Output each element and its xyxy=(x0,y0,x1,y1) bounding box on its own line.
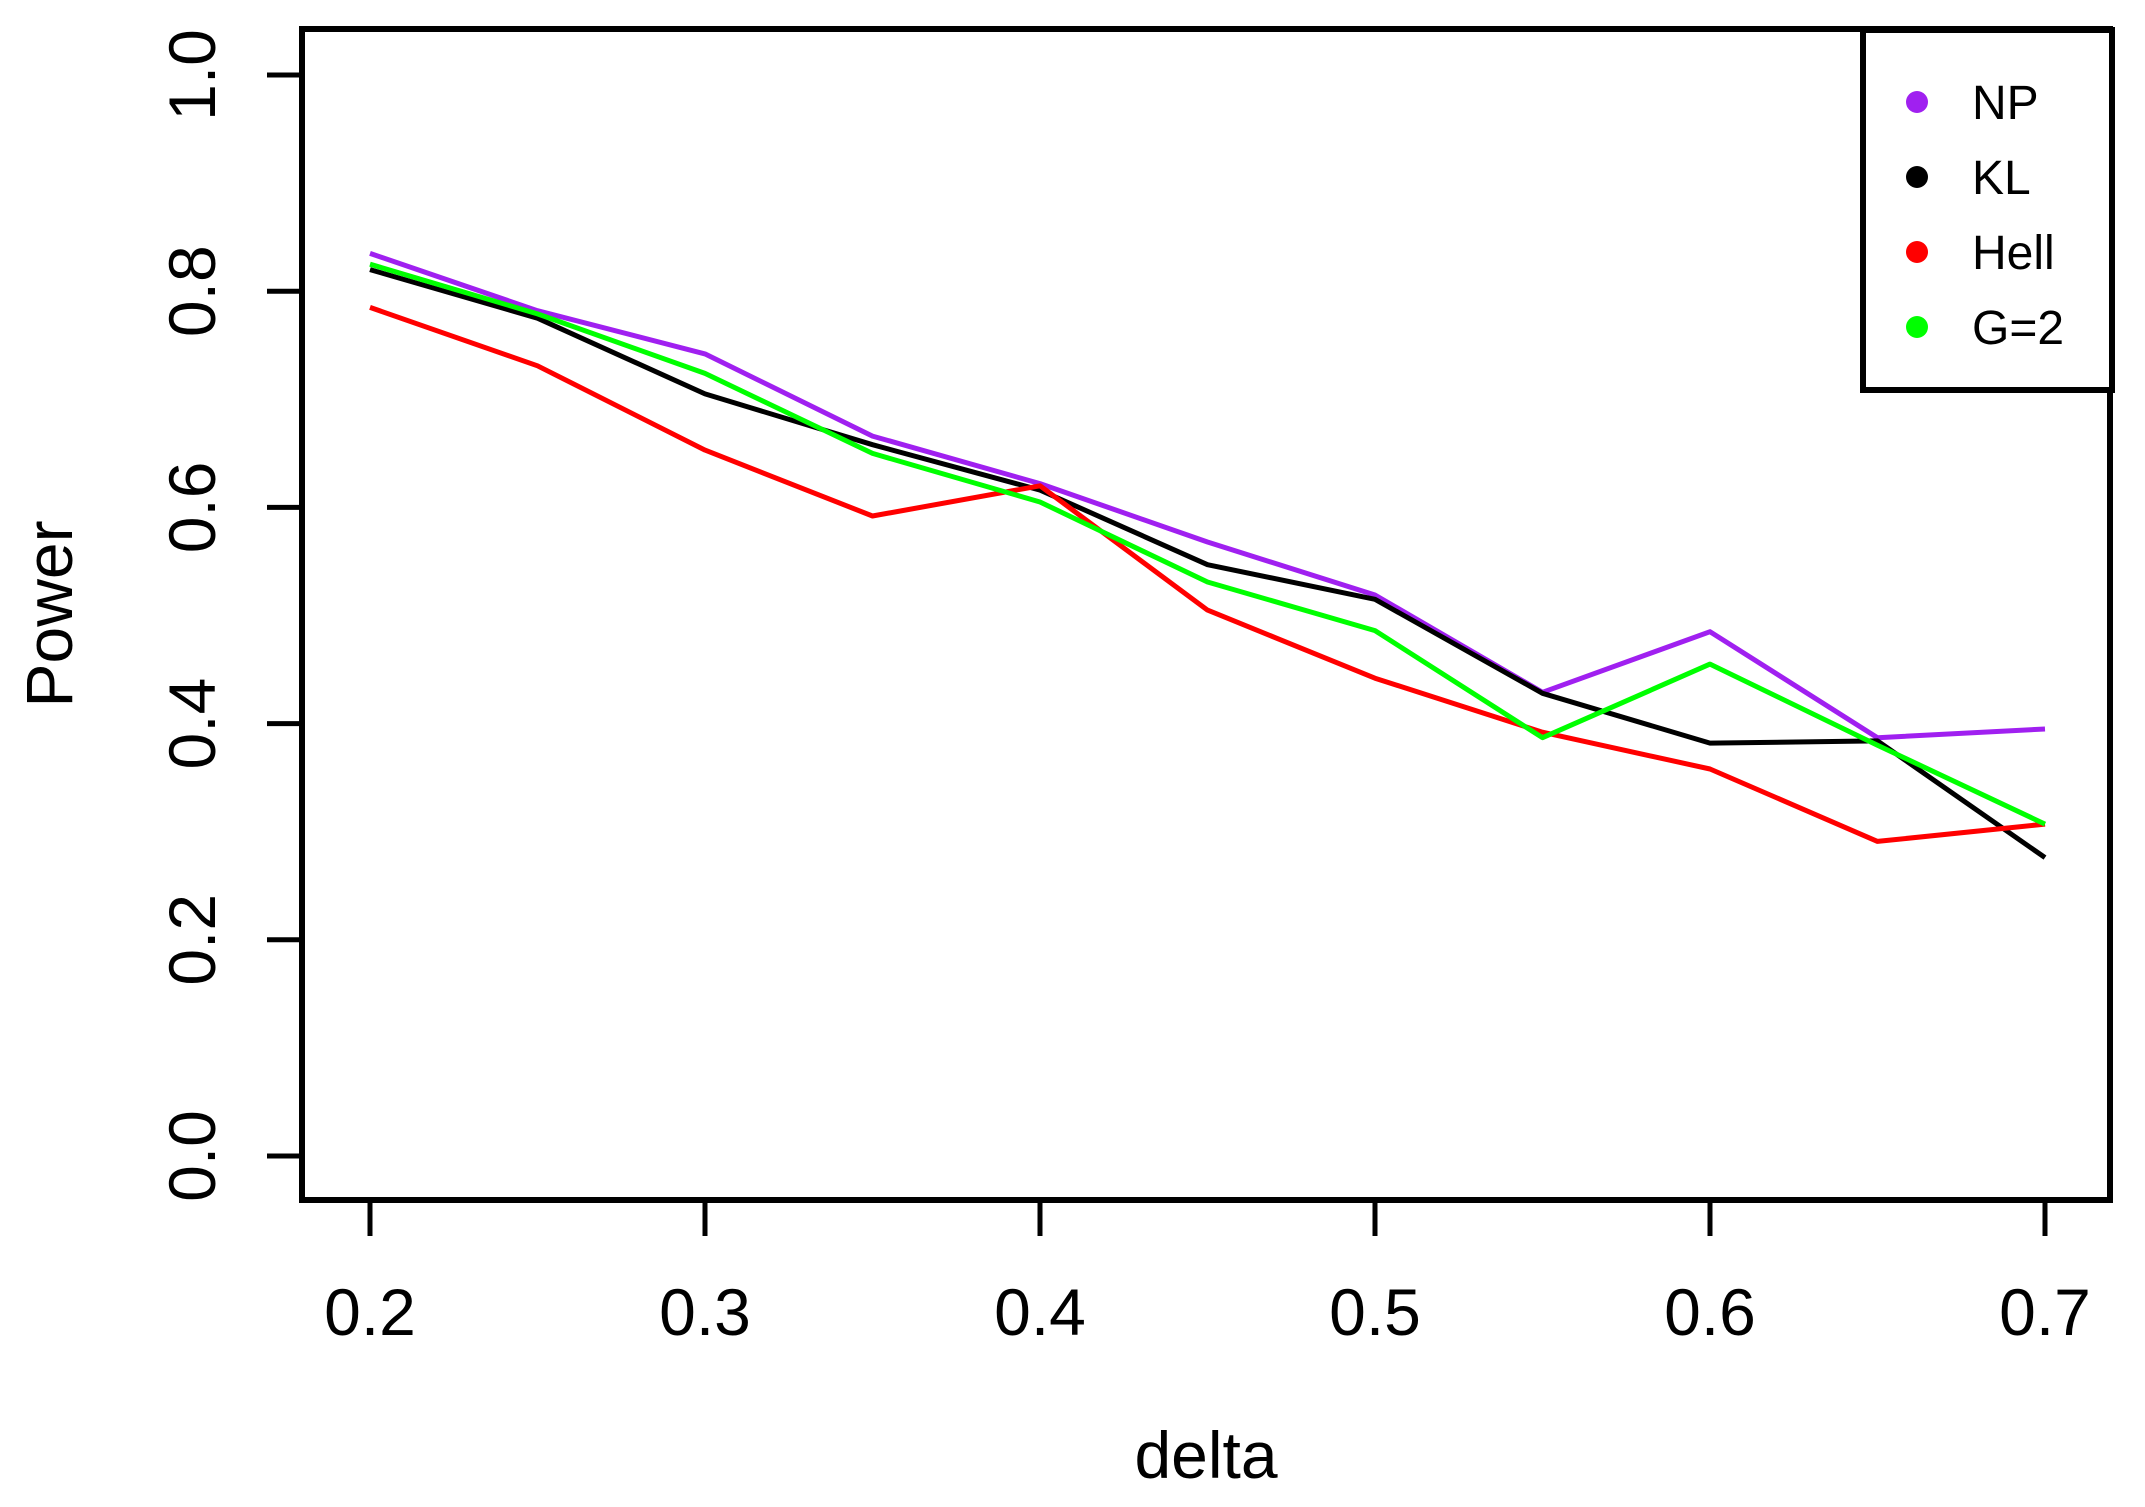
x-axis-tick-label: 0.3 xyxy=(659,1275,751,1349)
series-line-np xyxy=(369,251,2046,741)
x-axis-tick-label: 0.5 xyxy=(1329,1275,1421,1349)
legend-label: G=2 xyxy=(1972,302,2064,355)
y-axis-tick-label: 0.0 xyxy=(155,1110,229,1202)
legend-marker-g-2-icon xyxy=(1906,316,1928,338)
legend-label: Hell xyxy=(1972,227,2055,280)
legend-marker-kl-icon xyxy=(1906,166,1928,188)
y-axis-title: Power xyxy=(12,520,86,707)
y-axis-tick-label: 0.6 xyxy=(155,462,229,554)
legend-marker-hell-icon xyxy=(1906,241,1928,263)
legend-marker-np-icon xyxy=(1906,91,1928,113)
x-axis-tick-label: 0.7 xyxy=(1999,1275,2091,1349)
y-axis-tick-label: 1.0 xyxy=(155,29,229,121)
plot-border-box xyxy=(299,26,2113,1203)
legend-box xyxy=(1860,27,2115,393)
y-axis-tick-label: 0.2 xyxy=(155,894,229,986)
x-axis-tick-label: 0.2 xyxy=(324,1275,416,1349)
legend-label: KL xyxy=(1972,152,2031,205)
series-line-kl xyxy=(369,267,2047,860)
y-axis-tick-label: 0.4 xyxy=(155,678,229,770)
y-axis-tick-label: 0.8 xyxy=(155,245,229,337)
series-line-g-2 xyxy=(369,261,2047,827)
x-axis-tick-label: 0.6 xyxy=(1664,1275,1756,1349)
legend: NP KL Hell G=2 xyxy=(1860,27,2115,393)
x-axis-title: delta xyxy=(1134,1418,1277,1492)
series-line-hell xyxy=(369,305,2046,844)
legend-label: NP xyxy=(1972,77,2039,130)
x-axis-tick-label: 0.4 xyxy=(994,1275,1086,1349)
